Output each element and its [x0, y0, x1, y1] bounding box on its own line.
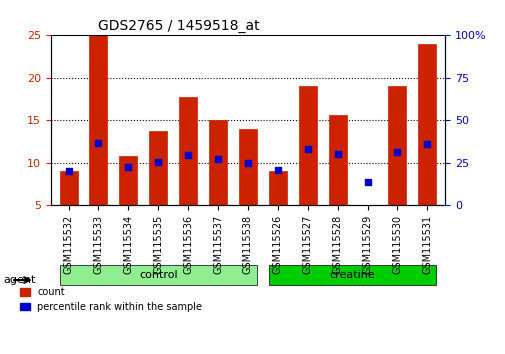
Point — [124, 164, 132, 170]
Point — [423, 141, 431, 147]
Bar — [179, 97, 197, 205]
Bar — [149, 131, 167, 205]
Point — [154, 159, 162, 165]
Text: control: control — [139, 270, 177, 280]
Text: agent: agent — [3, 275, 35, 285]
Bar — [388, 86, 406, 205]
Bar — [328, 115, 346, 205]
Point — [363, 179, 371, 184]
FancyBboxPatch shape — [268, 265, 435, 285]
Bar — [418, 44, 435, 205]
Bar — [209, 120, 227, 205]
Bar — [119, 156, 137, 205]
Point — [214, 156, 222, 161]
Point — [303, 147, 311, 152]
Legend: count, percentile rank within the sample: count, percentile rank within the sample — [16, 283, 206, 316]
Point — [273, 167, 281, 172]
Bar — [238, 129, 257, 205]
Text: GDS2765 / 1459518_at: GDS2765 / 1459518_at — [98, 19, 259, 33]
Text: creatine: creatine — [329, 270, 375, 280]
Point — [64, 169, 72, 174]
Bar — [89, 35, 107, 205]
Point — [184, 152, 192, 158]
Bar — [298, 86, 316, 205]
Point — [243, 160, 251, 166]
Bar — [268, 171, 286, 205]
Point — [94, 141, 103, 146]
Bar — [60, 171, 77, 205]
Point — [333, 152, 341, 157]
Point — [392, 149, 400, 155]
FancyBboxPatch shape — [60, 265, 257, 285]
